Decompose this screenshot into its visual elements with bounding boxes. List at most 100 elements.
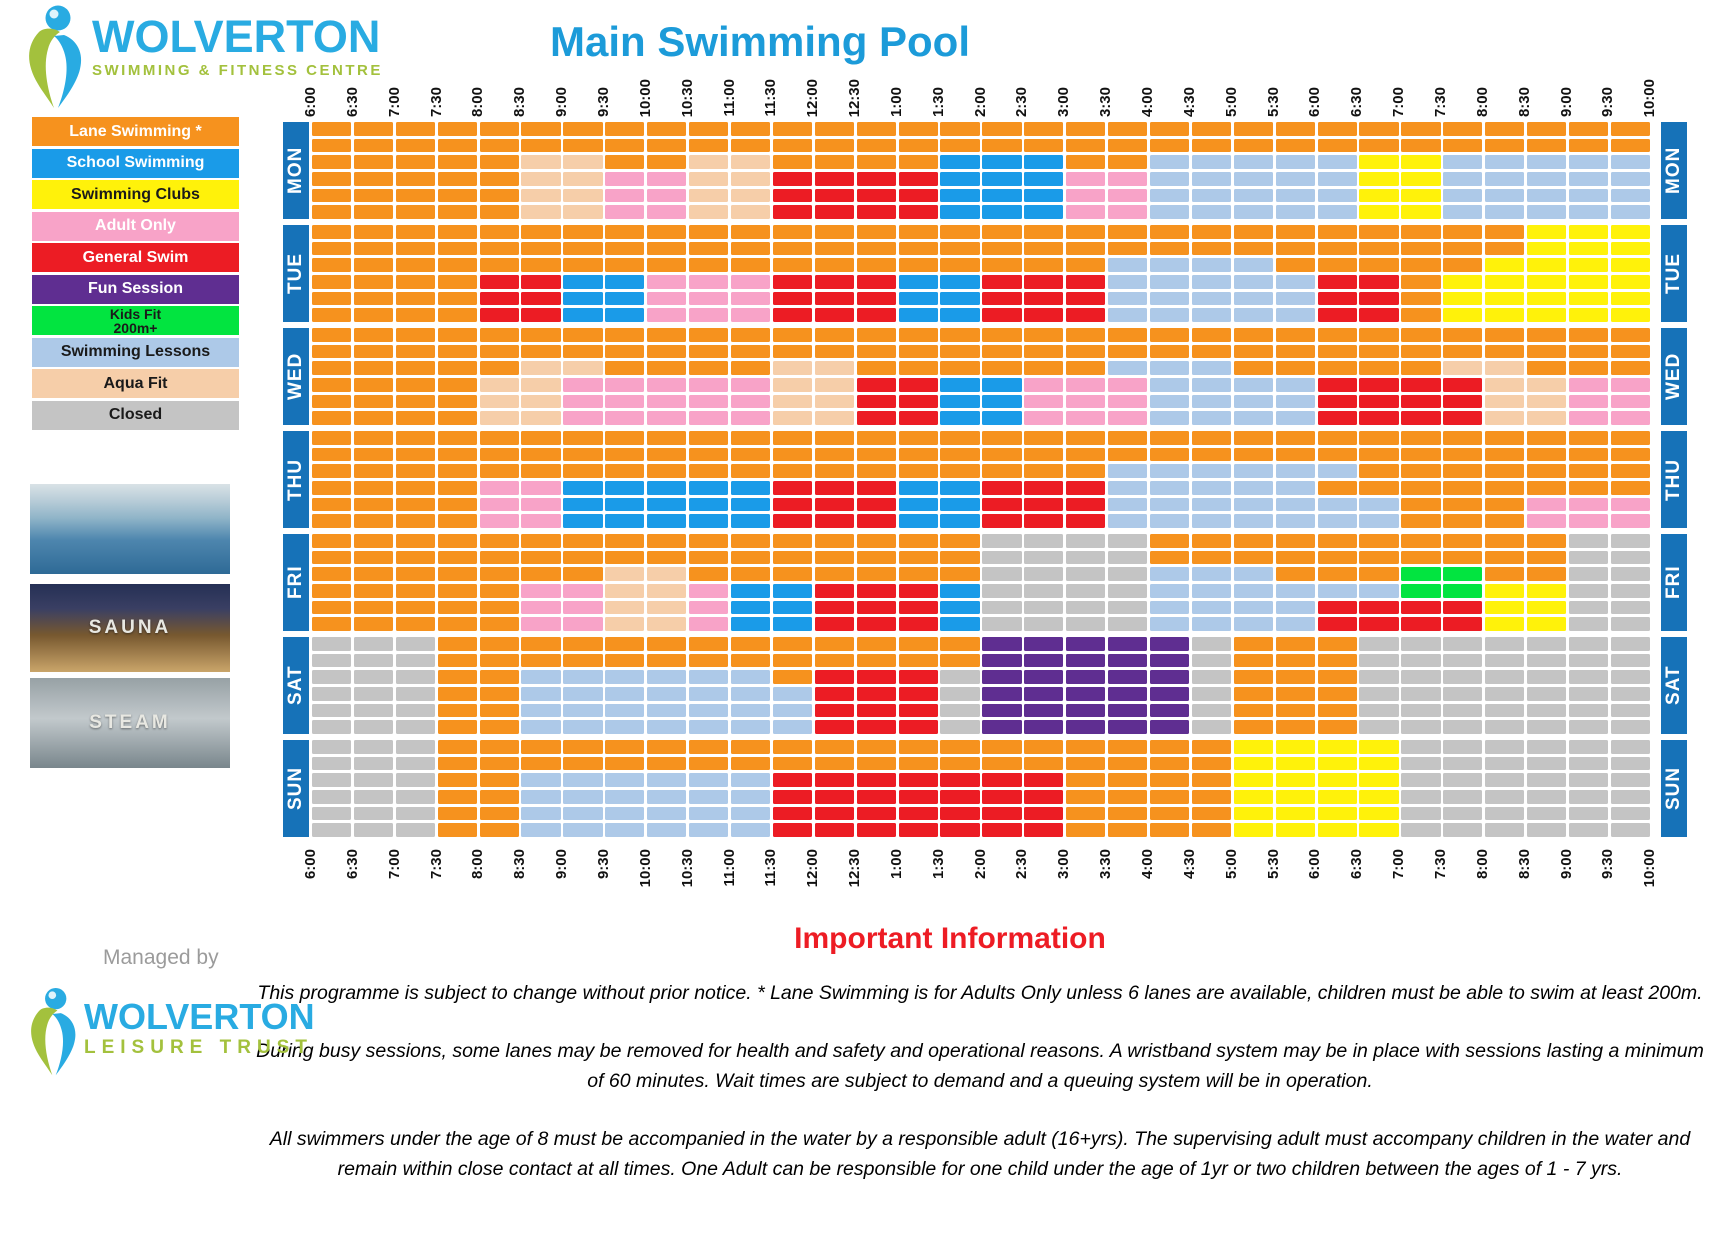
session-cell [647,138,687,153]
legend-item-lane-swimming: Lane Swimming * [32,117,239,146]
session-cell [437,670,477,685]
time-label-bottom: 1:30 [929,849,947,880]
day-row-wed: WED WED [283,328,1689,425]
session-cell [1359,567,1399,582]
session-cell [437,464,477,479]
session-cell [647,720,687,734]
session-cell [814,806,854,821]
info-paragraph: During busy sessions, some lanes may be … [256,1040,1704,1092]
session-cell [982,258,1022,273]
time-label-top: 7:30 [427,86,445,117]
session-cell [647,464,687,479]
session-cell [1359,789,1399,804]
session-cell [1233,308,1273,322]
session-cell [437,773,477,788]
session-cell [1317,361,1357,376]
session-cell [772,720,812,734]
day-row-tue: TUE TUE [283,225,1689,322]
session-cell [1317,653,1357,668]
session-cell [1443,703,1483,718]
session-cell [647,258,687,273]
session-cell [730,308,771,322]
session-cell [814,155,854,170]
session-cell [1108,188,1148,203]
session-cell [940,291,980,306]
session-cell [898,138,938,153]
session-cell [898,653,938,668]
session-cell [479,377,519,392]
session-cell [1066,328,1106,342]
session-cell [1149,291,1190,306]
session-cell [1108,225,1148,239]
session-cell [1317,205,1357,219]
session-cell [1359,464,1399,479]
session-cell [563,411,603,425]
session-cell [982,225,1022,239]
session-cell [1108,600,1148,615]
session-cell [1191,377,1231,392]
important-information-heading: Important Information [794,922,1106,955]
session-cell [1485,188,1525,203]
session-cell [1527,600,1567,615]
session-cell [1275,328,1315,342]
session-cell [437,806,477,821]
session-cell [1024,394,1064,409]
session-cell [1066,138,1106,153]
session-cell [689,823,729,837]
session-cell [1066,583,1106,598]
session-cell [814,637,854,651]
session-cell [940,258,980,273]
time-label-top: 12:30 [846,78,864,117]
session-cell [689,225,729,239]
session-cell [1275,583,1315,598]
session-cell [982,806,1022,821]
session-cell [940,773,980,788]
session-cell [814,394,854,409]
session-cell [1359,703,1399,718]
session-cell [605,361,645,376]
session-cell [312,394,352,409]
session-cell [940,171,980,186]
session-cell [395,328,435,342]
session-cell [1610,344,1650,359]
session-cell [1485,789,1525,804]
session-cell [437,600,477,615]
time-label-top: 2:30 [1013,86,1031,117]
day-cells-wed [312,328,1650,425]
session-cell [605,773,645,788]
session-cell [1108,550,1148,565]
session-cell [730,617,771,631]
session-cell [1443,686,1483,701]
session-cell [814,464,854,479]
session-cell [1275,653,1315,668]
session-cell [1066,464,1106,479]
session-cell [1527,550,1567,565]
session-cell [395,617,435,631]
session-cell [689,205,729,219]
session-cell [605,480,645,495]
session-cell [312,291,352,306]
session-cell [1233,600,1273,615]
session-cell [1443,773,1483,788]
session-cell [353,394,393,409]
session-cell [437,480,477,495]
time-label-bottom: 4:30 [1180,849,1198,880]
session-cell [689,394,729,409]
session-cell [479,431,519,445]
session-cell [1443,670,1483,685]
session-cell [856,411,896,425]
session-cell [563,291,603,306]
session-cell [1191,740,1231,754]
session-cell [521,274,561,289]
session-cell [312,122,352,136]
session-cell [1610,394,1650,409]
session-cell [647,225,687,239]
pool-photo [30,484,230,574]
legend-item-general-swim: General Swim [32,243,239,272]
session-cell [1485,274,1525,289]
session-cell [353,328,393,342]
session-cell [1275,274,1315,289]
session-cell [1401,394,1441,409]
session-cell [1275,789,1315,804]
session-cell [898,583,938,598]
